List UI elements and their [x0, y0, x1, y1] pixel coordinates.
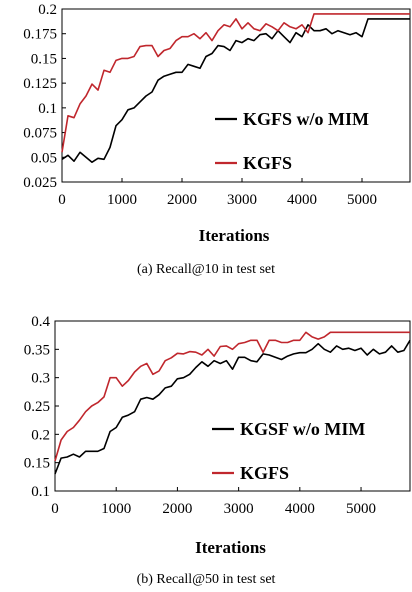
x-tick-label: 1000	[107, 192, 137, 208]
x-axis-label: Iterations	[199, 226, 270, 245]
legend: KGSF w/o MIM KGFS	[212, 419, 365, 483]
y-tick-label: 0.25	[24, 399, 50, 415]
y-tick-label: 0.1	[31, 484, 50, 500]
plot-frame	[61, 8, 411, 183]
chart-recall-10: 0.025 0.05 0.075 0.1 0.125 0.15 0.175 0.2 0 1000 2…	[23, 2, 411, 277]
series-line-baseline	[54, 339, 411, 475]
y-tick-label: 0.075	[23, 126, 57, 142]
plot-frame	[54, 320, 411, 492]
y-tick-label: 0.35	[24, 342, 50, 358]
y-tick-label: 0.125	[23, 76, 57, 92]
x-tick-label: 3000	[224, 501, 254, 517]
legend-label: KGFS	[243, 153, 292, 173]
x-tick-label: 5000	[346, 501, 376, 517]
legend-label: KGFS	[240, 463, 289, 483]
legend-label: KGSF w/o MIM	[240, 419, 365, 439]
x-tick-label: 4000	[285, 501, 315, 517]
x-tick-label: 1000	[101, 501, 131, 517]
y-tick-label: 0.025	[23, 175, 57, 191]
y-tick-label: 0.4	[31, 314, 50, 330]
x-axis-label: Iterations	[195, 538, 266, 557]
x-tick-label: 2000	[167, 192, 197, 208]
x-tick-label: 5000	[347, 192, 377, 208]
x-tick-label: 0	[51, 501, 59, 517]
legend: KGFS w/o MIM KGFS	[215, 109, 369, 173]
figure-caption: (b) Recall@50 in test set	[137, 572, 276, 587]
y-tick-label: 0.15	[31, 51, 57, 67]
series-line-kgfs	[61, 13, 410, 153]
x-tick-label: 2000	[162, 501, 192, 517]
legend-label: KGFS w/o MIM	[243, 109, 369, 129]
figure-caption: (a) Recall@10 in test set	[137, 262, 275, 277]
y-tick-label: 0.2	[38, 2, 57, 18]
y-tick-label: 0.2	[31, 427, 50, 443]
x-tick-label: 4000	[287, 192, 317, 208]
chart-recall-50: 0.1 0.15 0.2 0.25 0.3 0.35 0.4 0 1000 2000 3000 400…	[24, 314, 411, 587]
series-line-baseline	[61, 18, 410, 163]
y-tick-label: 0.175	[23, 27, 57, 43]
y-tick-label: 0.3	[31, 371, 50, 387]
x-tick-label: 3000	[227, 192, 257, 208]
series-line-kgfs	[54, 331, 410, 462]
y-tick-label: 0.05	[31, 150, 57, 166]
y-tick-label: 0.15	[24, 456, 50, 472]
y-tick-label: 0.1	[38, 101, 57, 117]
x-tick-label: 0	[58, 192, 66, 208]
